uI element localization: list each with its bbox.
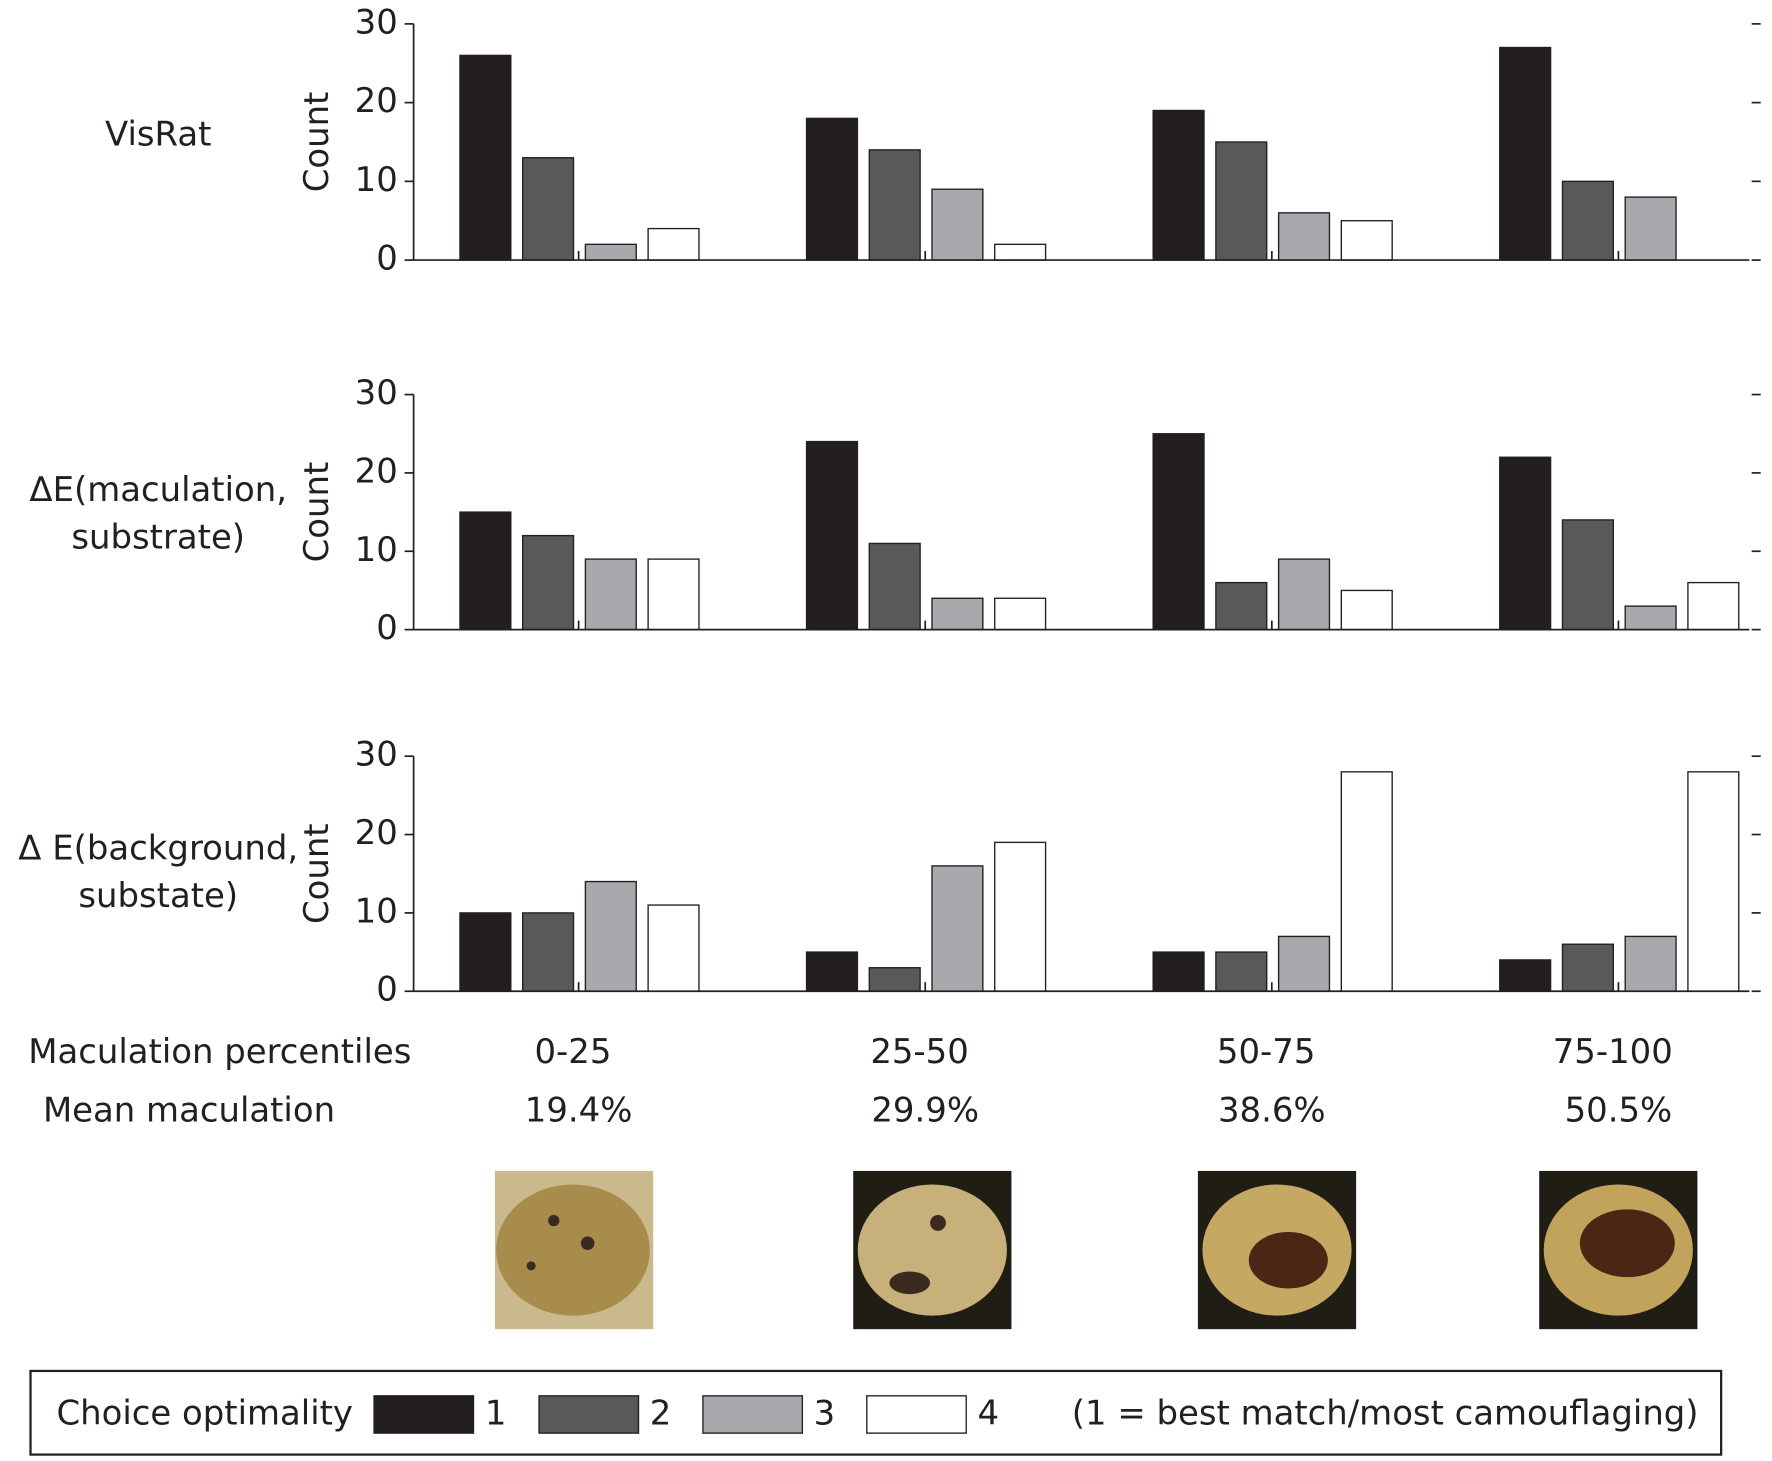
egg [496,1184,650,1315]
bar [1216,142,1267,260]
mean-value: 29.9% [871,1091,979,1130]
mean-label: Mean maculation [43,1091,335,1130]
legend-swatch [867,1396,966,1433]
y-tick-label: 30 [355,735,398,774]
bar [1279,936,1330,991]
bar [523,158,574,260]
legend-label: 4 [978,1394,1000,1433]
bar [1500,960,1551,991]
bar [1216,583,1267,630]
bar [585,882,636,992]
x-tick-label: 0-25 [535,1032,612,1071]
mean-value: 19.4% [525,1091,633,1130]
bar [523,536,574,630]
y-tick-label: 10 [355,160,398,199]
bar [1688,772,1739,991]
bar [869,150,920,260]
bar [1216,952,1267,991]
bar [460,512,511,630]
spot [527,1261,536,1270]
y-axis-label: Count [297,823,336,924]
bar [1625,606,1676,630]
bar [869,543,920,629]
legend-swatch [374,1396,473,1433]
spot [889,1272,930,1295]
bar [1625,936,1676,991]
y-tick-label: 20 [355,81,398,120]
bar [1500,48,1551,261]
bar [995,842,1046,991]
bar [460,913,511,991]
bar [807,442,858,630]
legend-note: (1 = best match/most camouflaging) [1072,1394,1699,1433]
legend-title: Choice optimality [57,1394,353,1433]
bar [932,866,983,991]
bar [932,189,983,260]
x-axis-label: Maculation percentiles [28,1032,411,1071]
bar [1341,590,1392,629]
mean-value: 38.6% [1218,1091,1326,1130]
y-tick-label: 20 [355,451,398,490]
bar [1279,559,1330,630]
bar [1500,457,1551,629]
legend-label: 3 [814,1394,836,1433]
spot [1249,1232,1328,1289]
y-axis-label: Count [297,92,336,193]
spot [581,1236,595,1250]
bar [648,905,699,991]
bar [807,118,858,260]
y-tick-label: 0 [376,970,398,1009]
x-tick-label: 75-100 [1553,1032,1673,1071]
y-tick-label: 20 [355,813,398,852]
legend-swatch [703,1396,802,1433]
legend-label: 2 [650,1394,672,1433]
spot [930,1215,946,1231]
spot [548,1215,559,1226]
bar [460,55,511,260]
bar [648,229,699,260]
y-tick-label: 30 [355,373,398,412]
y-tick-label: 0 [376,608,398,647]
page: Choice optimality (1 = best match/most c… [0,0,1772,1461]
mean-value: 50.5% [1565,1091,1673,1130]
bar [1688,583,1739,630]
bar [523,913,574,991]
bar [585,244,636,260]
bar [1562,520,1613,630]
y-tick-label: 10 [355,530,398,569]
bar [1153,952,1204,991]
bar [1341,221,1392,260]
bar [1153,110,1204,260]
bar [995,598,1046,629]
x-tick-label: 25-50 [870,1032,968,1071]
y-tick-label: 0 [376,239,398,278]
panel-title: VisRat [105,114,211,153]
egg-photos [495,1171,1697,1329]
egg [858,1184,1007,1315]
panel-title: substate) [78,876,238,915]
legend-swatch [539,1396,638,1433]
y-tick-label: 30 [355,2,398,41]
figure: Choice optimality (1 = best match/most c… [0,0,1772,1457]
bar [807,952,858,991]
bar [1625,197,1676,260]
panel-title: Δ E(background, [18,828,298,867]
bar [869,968,920,992]
legend-label: 1 [485,1394,507,1433]
bar [995,244,1046,260]
bar [932,598,983,629]
x-tick-label: 50-75 [1217,1032,1315,1071]
bar [1153,434,1204,630]
bar [648,559,699,630]
spot [1580,1209,1675,1277]
panel-title: ΔE(maculation, [29,470,287,509]
bar [585,559,636,630]
y-axis-label: Count [297,462,336,563]
bar [1562,181,1613,260]
bar [1562,944,1613,991]
panel-title: substrate) [71,518,245,557]
y-tick-label: 10 [355,891,398,930]
bar [1341,772,1392,991]
bar [1279,213,1330,260]
